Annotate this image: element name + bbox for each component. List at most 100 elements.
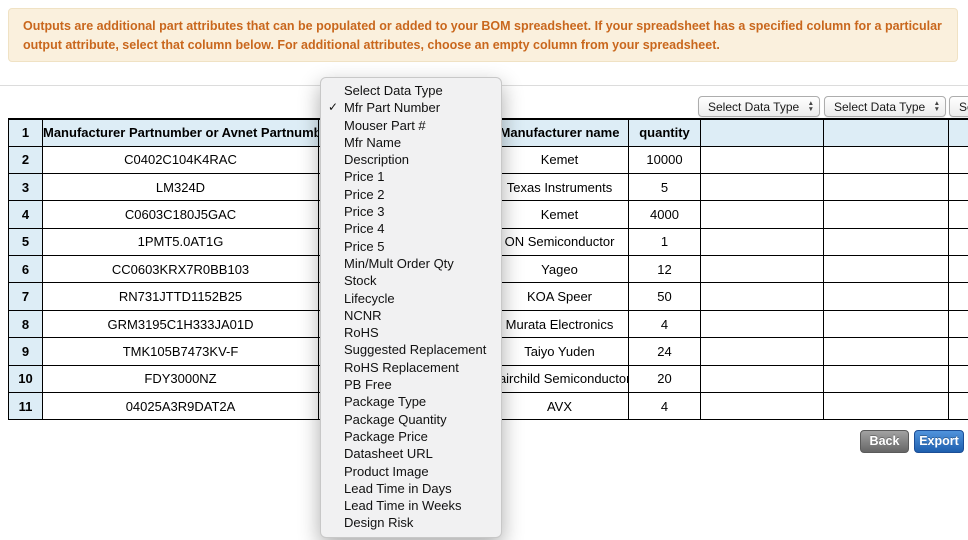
empty-cell-2 (823, 364, 949, 394)
row-number-cell: 4 (8, 200, 43, 229)
empty-cell-1 (700, 255, 824, 284)
data-type-menu-item[interactable]: Lead Time in Weeks (321, 497, 501, 514)
data-type-menu-item[interactable]: Select Data Type (321, 82, 501, 99)
row-number-cell: 9 (8, 337, 43, 366)
empty-cell-3 (948, 227, 968, 257)
quantity-cell: 5 (628, 172, 701, 202)
data-type-menu-item[interactable]: Price 2 (321, 186, 501, 203)
empty-cell-2 (823, 337, 949, 366)
menu-item-label: Lead Time in Days (344, 480, 452, 496)
data-type-menu-item[interactable]: Mouser Part # (321, 117, 501, 134)
manufacturer-cell: Taiyo Yuden (490, 337, 629, 366)
data-type-menu-item[interactable]: Lead Time in Days (321, 480, 501, 497)
partnumber-cell: TMK105B7473KV-F (42, 337, 319, 366)
data-type-menu-item[interactable]: Suggested Replacement (321, 341, 501, 358)
data-type-menu-item[interactable]: Stock (321, 272, 501, 289)
data-type-menu-item[interactable]: Description (321, 151, 501, 168)
row-number-cell: 6 (8, 255, 43, 284)
menu-item-label: Mfr Part Number (344, 100, 441, 116)
row-number-cell: 10 (8, 364, 43, 394)
menu-item-label: Price 4 (344, 221, 385, 237)
menu-item-label: NCNR (344, 307, 382, 323)
manufacturer-cell: KOA Speer (490, 282, 629, 311)
row-number-cell: 3 (8, 172, 43, 202)
data-type-menu-item[interactable]: Datasheet URL (321, 445, 501, 462)
data-type-menu-item[interactable]: Package Price (321, 428, 501, 445)
quantity-cell: 4000 (628, 200, 701, 229)
menu-item-label: Min/Mult Order Qty (344, 255, 454, 271)
empty-cell-2 (823, 145, 949, 174)
data-type-menu-item[interactable]: NCNR (321, 307, 501, 324)
data-type-menu-item[interactable]: RoHS (321, 324, 501, 341)
manufacturer-cell: ON Semiconductor (490, 227, 629, 257)
empty-cell-2 (823, 200, 949, 229)
empty-cell-3 (948, 255, 968, 284)
data-type-menu-item[interactable]: Min/Mult Order Qty (321, 255, 501, 272)
header-empty-3 (948, 118, 968, 147)
data-type-menu-item[interactable]: ✓ Mfr Part Number (321, 99, 501, 116)
header-quantity: quantity (628, 118, 701, 147)
stepper-arrows-icon: ▲ ▼ (933, 100, 940, 113)
row-number-cell: 7 (8, 282, 43, 311)
data-type-menu-item[interactable]: Price 3 (321, 203, 501, 220)
empty-cell-3 (948, 309, 968, 339)
empty-cell-3 (948, 145, 968, 174)
column-data-type-select[interactable]: Select Data Type ▲▼ (698, 96, 820, 117)
menu-item-label: Datasheet URL (344, 446, 433, 462)
manufacturer-cell: Yageo (490, 255, 629, 284)
data-type-menu-item[interactable]: Lifecycle (321, 290, 501, 307)
quantity-cell: 4 (628, 392, 701, 421)
header-partnumber: Manufacturer Partnumber or Avnet Partnum… (42, 118, 319, 147)
manufacturer-cell: AVX (490, 392, 629, 421)
quantity-cell: 1 (628, 227, 701, 257)
menu-item-label: Package Quantity (344, 411, 447, 427)
manufacturer-cell: Fairchild Semiconductor (490, 364, 629, 394)
empty-cell-3 (948, 337, 968, 366)
quantity-cell: 12 (628, 255, 701, 284)
column-data-type-select[interactable]: Select Data Type ▲▼ (949, 96, 968, 117)
data-type-menu-item[interactable]: PB Free (321, 376, 501, 393)
header-empty-1 (700, 118, 824, 147)
select-value-label: Select Data Type (708, 99, 800, 114)
menu-item-label: Lifecycle (344, 290, 395, 306)
row-number-cell: 8 (8, 309, 43, 339)
select-value-label: Select Data Type (959, 99, 968, 114)
header-empty-2 (823, 118, 949, 147)
menu-item-label: Price 3 (344, 204, 385, 220)
menu-item-label: Package Price (344, 428, 428, 444)
export-button[interactable]: Export (914, 430, 964, 453)
empty-cell-2 (823, 309, 949, 339)
row-number-cell: 11 (8, 392, 43, 421)
partnumber-cell: GRM3195C1H333JA01D (42, 309, 319, 339)
data-type-menu-item[interactable]: RoHS Replacement (321, 359, 501, 376)
menu-item-label: Package Type (344, 394, 427, 410)
manufacturer-cell: Kemet (490, 200, 629, 229)
empty-cell-1 (700, 172, 824, 202)
data-type-menu-item[interactable]: Price 5 (321, 238, 501, 255)
data-type-menu-item[interactable]: Product Image (321, 463, 501, 480)
data-type-menu-item[interactable]: Price 4 (321, 220, 501, 237)
row-number-cell: 2 (8, 145, 43, 174)
data-type-menu-item[interactable]: Design Risk (321, 514, 501, 531)
empty-cell-2 (823, 227, 949, 257)
quantity-cell: 10000 (628, 145, 701, 174)
partnumber-cell: FDY3000NZ (42, 364, 319, 394)
outputs-info-banner: Outputs are additional part attributes t… (8, 8, 958, 62)
data-type-menu-item[interactable]: Package Type (321, 393, 501, 410)
data-type-menu-item[interactable]: Package Quantity (321, 411, 501, 428)
partnumber-cell: LM324D (42, 172, 319, 202)
manufacturer-cell: Texas Instruments (490, 172, 629, 202)
menu-item-label: Design Risk (344, 515, 414, 531)
data-type-menu: Select Data Type ✓ Mfr Part Number Mouse… (320, 77, 502, 538)
manufacturer-cell: Kemet (490, 145, 629, 174)
back-button[interactable]: Back (860, 430, 909, 453)
menu-item-label: Mouser Part # (344, 117, 426, 133)
header-row-number: 1 (8, 118, 43, 147)
data-type-menu-item[interactable]: Price 1 (321, 168, 501, 185)
column-data-type-select[interactable]: Select Data Type ▲▼ (824, 96, 946, 117)
data-type-menu-item[interactable]: Mfr Name (321, 134, 501, 151)
empty-cell-1 (700, 337, 824, 366)
menu-item-label: RoHS (344, 325, 379, 341)
menu-item-label: Stock (344, 273, 377, 289)
menu-item-label: Suggested Replacement (344, 342, 487, 358)
